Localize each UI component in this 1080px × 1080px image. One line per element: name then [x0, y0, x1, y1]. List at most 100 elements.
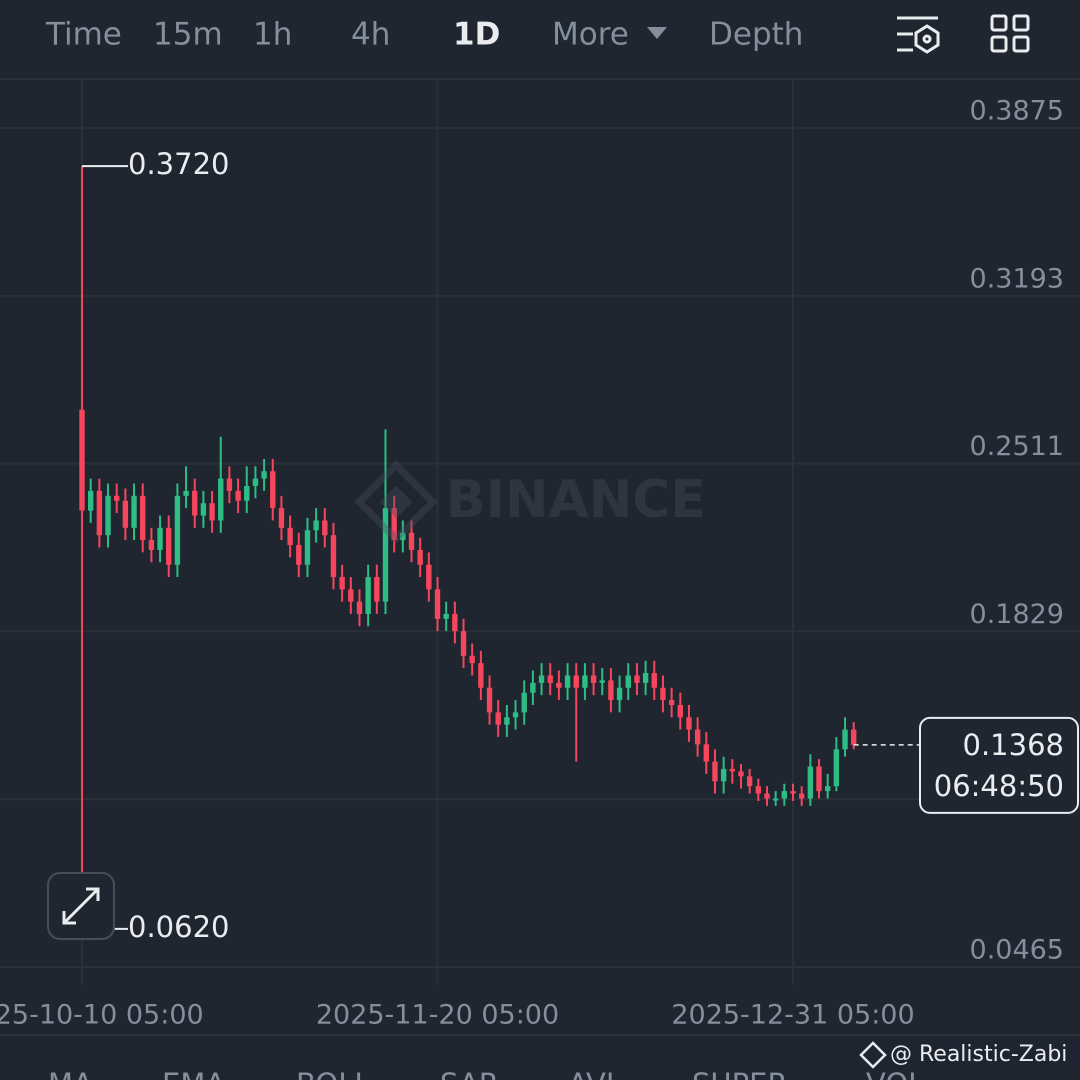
candle-body — [296, 545, 302, 565]
watermark: BINANCE — [354, 460, 706, 544]
candle-body — [166, 527, 172, 565]
timeframe-tab[interactable]: Depth — [709, 17, 803, 53]
candle-body — [443, 613, 449, 619]
candle-body — [322, 520, 328, 536]
candle-body — [712, 761, 718, 782]
extreme-label: 0.3720 — [128, 147, 229, 181]
candle-body — [374, 577, 380, 602]
credit-bg — [855, 1040, 1080, 1070]
candle-body — [235, 490, 241, 501]
candle-body — [391, 508, 397, 541]
candle-body — [668, 700, 675, 705]
candle-body — [365, 577, 371, 614]
indicator-tab[interactable]: VOL — [866, 1067, 924, 1080]
indicator-tab[interactable]: MA — [48, 1067, 93, 1080]
candle-body — [183, 490, 189, 496]
candle-body — [192, 490, 198, 516]
indicator-tab[interactable]: AVL — [568, 1067, 622, 1080]
candle-body — [157, 527, 163, 550]
candle-body — [356, 601, 363, 614]
candle-body — [590, 675, 597, 683]
expand-button[interactable] — [47, 872, 115, 940]
list-icon[interactable] — [897, 16, 940, 54]
candle-body — [252, 478, 259, 486]
indicator-tab[interactable]: BOLL — [296, 1067, 371, 1080]
candle-body — [729, 768, 735, 772]
candle-body — [781, 791, 788, 799]
candle-body — [616, 687, 623, 701]
timeframe-tab[interactable]: More — [552, 17, 629, 53]
candle-body — [88, 490, 94, 511]
timeframe-tab[interactable]: 1D — [453, 17, 500, 53]
candle-body — [634, 675, 640, 683]
candle-body — [694, 729, 701, 745]
candle-body — [460, 631, 467, 656]
candle-body — [772, 798, 779, 801]
candle-body — [400, 532, 406, 541]
candle-body — [382, 508, 389, 602]
candle-body — [660, 687, 666, 701]
y-tick-label: 0.1829 — [970, 599, 1064, 630]
credit-logo — [859, 1041, 887, 1069]
countdown: 06:48:50 — [934, 769, 1064, 803]
candle-body — [348, 589, 354, 602]
candle-body — [452, 613, 458, 632]
candle-body — [270, 471, 276, 509]
candle-body — [746, 776, 753, 787]
extreme-label: 0.0620 — [128, 910, 229, 944]
candle-body — [148, 540, 155, 550]
candle-body — [538, 675, 545, 683]
candle-body — [417, 549, 423, 565]
last-price-label: 0.1368 — [963, 728, 1064, 762]
candle-body — [218, 478, 224, 521]
candle-body — [313, 520, 319, 531]
timeframe-tab[interactable]: 15m — [153, 17, 223, 53]
candle-body — [495, 712, 501, 725]
indicator-tab[interactable]: SAR — [440, 1067, 499, 1080]
candle-body — [573, 675, 579, 688]
y-tick-label: 0.3875 — [970, 95, 1064, 126]
candle-body — [278, 508, 285, 528]
candle-body — [582, 675, 588, 688]
candle-body — [798, 793, 805, 799]
candle-body — [226, 478, 233, 491]
candle-body — [764, 793, 770, 799]
timeframe-tab[interactable]: 1h — [253, 17, 292, 53]
indicator-tab[interactable]: SUPER — [692, 1067, 788, 1080]
candle-body — [521, 692, 527, 713]
candle-body — [209, 503, 215, 521]
candle-body — [807, 766, 814, 799]
timeframe-tab[interactable]: 4h — [351, 17, 390, 53]
candle-body — [79, 409, 85, 511]
candle-body — [469, 655, 475, 664]
candle-body — [105, 495, 111, 536]
grid-icon[interactable] — [990, 14, 1030, 53]
candle-body — [478, 663, 484, 688]
y-tick-label: 0.3193 — [970, 263, 1064, 294]
candle-body — [825, 786, 831, 792]
candle-body — [642, 672, 649, 683]
candle-body — [408, 532, 415, 550]
candle-body — [790, 791, 796, 794]
candle-body — [174, 495, 181, 565]
candle-body — [833, 749, 840, 787]
candle-body — [851, 729, 857, 745]
candle-body — [330, 535, 337, 578]
candle-body — [599, 680, 605, 683]
timeframe-tab[interactable]: Time — [45, 17, 122, 53]
candle-body — [625, 675, 631, 688]
candle-body — [530, 682, 536, 693]
candle-body — [608, 680, 614, 701]
candle-body — [486, 687, 493, 713]
candle-body — [556, 682, 562, 688]
candle-body — [114, 495, 120, 501]
x-tick-label: 2025-10-10 05:00 — [0, 1000, 204, 1031]
candle-body — [816, 766, 822, 792]
candle-body — [504, 717, 510, 725]
indicator-tab[interactable]: EMA — [162, 1067, 225, 1080]
candle-body — [131, 495, 137, 528]
candle-body — [720, 768, 727, 782]
candle-body — [564, 675, 571, 688]
candle-body — [244, 485, 250, 501]
candle-body — [304, 530, 311, 565]
